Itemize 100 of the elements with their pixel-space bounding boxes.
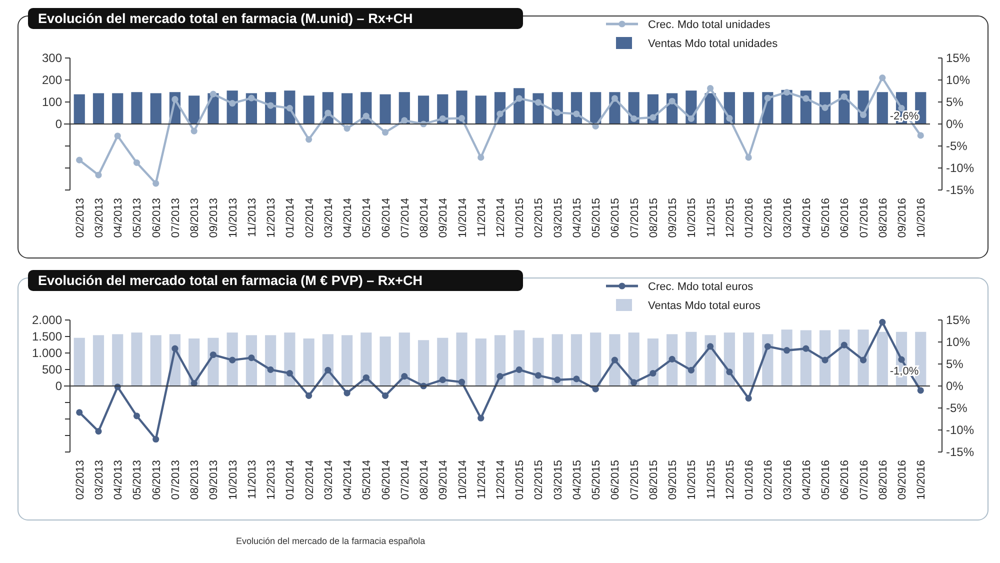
x-tick-label: 02/2016	[762, 460, 775, 500]
y-tick-label: 2.000	[32, 313, 62, 327]
bar	[743, 332, 754, 386]
point	[478, 414, 484, 422]
point	[745, 154, 752, 161]
point	[611, 95, 618, 102]
x-tick-label: 06/2016	[839, 460, 852, 500]
point	[401, 373, 408, 380]
bar	[246, 335, 257, 386]
point	[95, 428, 102, 435]
x-tick-label: 03/2013	[93, 198, 106, 238]
x-tick-label: 04/2016	[800, 460, 813, 500]
chart-title: Evolución del mercado total en farmacia (M.unid) – Rx+CH	[38, 11, 413, 26]
x-tick-label: 04/2016	[800, 198, 813, 238]
x-tick-label: 05/2013	[132, 198, 144, 238]
x-tick-label: 05/2015	[590, 460, 603, 500]
x-tick-label: 12/2015	[724, 198, 736, 238]
x-tick-label: 02/2016	[762, 198, 775, 238]
x-tick-label: 07/2015	[628, 198, 641, 238]
y2-tick-label: 5%	[946, 357, 964, 371]
bar	[303, 338, 314, 386]
bar	[303, 96, 314, 124]
x-tick-label: 11/2015	[705, 198, 718, 237]
bar	[150, 93, 162, 124]
point	[324, 366, 332, 374]
bar	[342, 93, 353, 124]
bar	[876, 92, 888, 124]
point	[210, 90, 217, 98]
point	[401, 117, 408, 124]
x-tick-label: 07/2016	[858, 460, 870, 500]
point	[190, 128, 198, 134]
point	[516, 95, 522, 102]
bar	[265, 335, 276, 386]
point	[764, 94, 771, 102]
x-tick-label: 07/2013	[170, 460, 182, 500]
y-tick-label: 200	[42, 73, 62, 87]
x-tick-label: 11/2015	[705, 460, 718, 499]
point	[840, 93, 848, 100]
point	[707, 85, 714, 92]
x-tick-label: 12/2015	[724, 460, 736, 500]
point	[573, 110, 580, 118]
point	[382, 392, 389, 399]
x-tick-label: 04/2013	[112, 460, 125, 500]
point	[917, 132, 924, 139]
bar	[380, 94, 391, 124]
x-tick-label: 11/2013	[246, 460, 258, 499]
bar	[819, 330, 831, 386]
point	[382, 129, 389, 136]
bar	[704, 93, 716, 124]
x-tick-label: 05/2015	[590, 198, 603, 238]
point	[592, 386, 599, 392]
bar	[475, 338, 486, 386]
bar	[226, 332, 238, 386]
bar	[112, 334, 124, 386]
point	[306, 392, 312, 399]
bar	[532, 338, 544, 386]
bar	[92, 335, 104, 386]
x-tick-label: 09/2014	[438, 198, 450, 238]
bar	[666, 334, 678, 386]
x-tick-label: 08/2016	[877, 460, 890, 500]
point	[133, 159, 140, 166]
x-tick-label: 04/2015	[571, 460, 584, 500]
x-tick-label: 12/2013	[266, 198, 278, 238]
x-tick-label: 07/2013	[170, 198, 182, 238]
point	[630, 115, 638, 122]
y2-tick-label: 5%	[946, 95, 964, 109]
x-tick-label: 06/2014	[380, 198, 392, 238]
x-tick-label: 08/2015	[648, 460, 660, 500]
point	[534, 372, 542, 379]
x-tick-label: 11/2013	[246, 198, 258, 237]
y2-tick-label: -10%	[946, 423, 974, 437]
x-tick-label: 06/2014	[380, 460, 392, 500]
point	[554, 376, 561, 384]
point	[707, 343, 714, 350]
point	[344, 390, 350, 396]
point	[802, 95, 810, 102]
point	[630, 379, 638, 386]
bar	[743, 92, 754, 124]
point	[745, 395, 752, 402]
point	[210, 351, 217, 358]
point	[898, 356, 905, 363]
x-tick-label: 09/2015	[667, 198, 680, 238]
point	[534, 99, 542, 106]
bar	[284, 332, 296, 386]
x-tick-label: 08/2013	[189, 460, 202, 500]
x-tick-label: 08/2014	[418, 198, 431, 238]
bar	[380, 336, 391, 386]
point	[917, 387, 924, 394]
x-tick-label: 05/2016	[820, 460, 832, 500]
point	[668, 98, 676, 104]
point	[267, 366, 274, 374]
x-tick-label: 11/2014	[476, 198, 488, 237]
point	[516, 366, 522, 374]
x-tick-label: 03/2015	[552, 198, 564, 238]
point	[496, 110, 504, 118]
bar	[437, 338, 448, 386]
x-tick-label: 01/2014	[284, 460, 297, 500]
x-tick-label: 10/2014	[456, 460, 469, 500]
y2-tick-label: -5%	[946, 139, 968, 153]
x-tick-label: 04/2014	[342, 198, 354, 238]
